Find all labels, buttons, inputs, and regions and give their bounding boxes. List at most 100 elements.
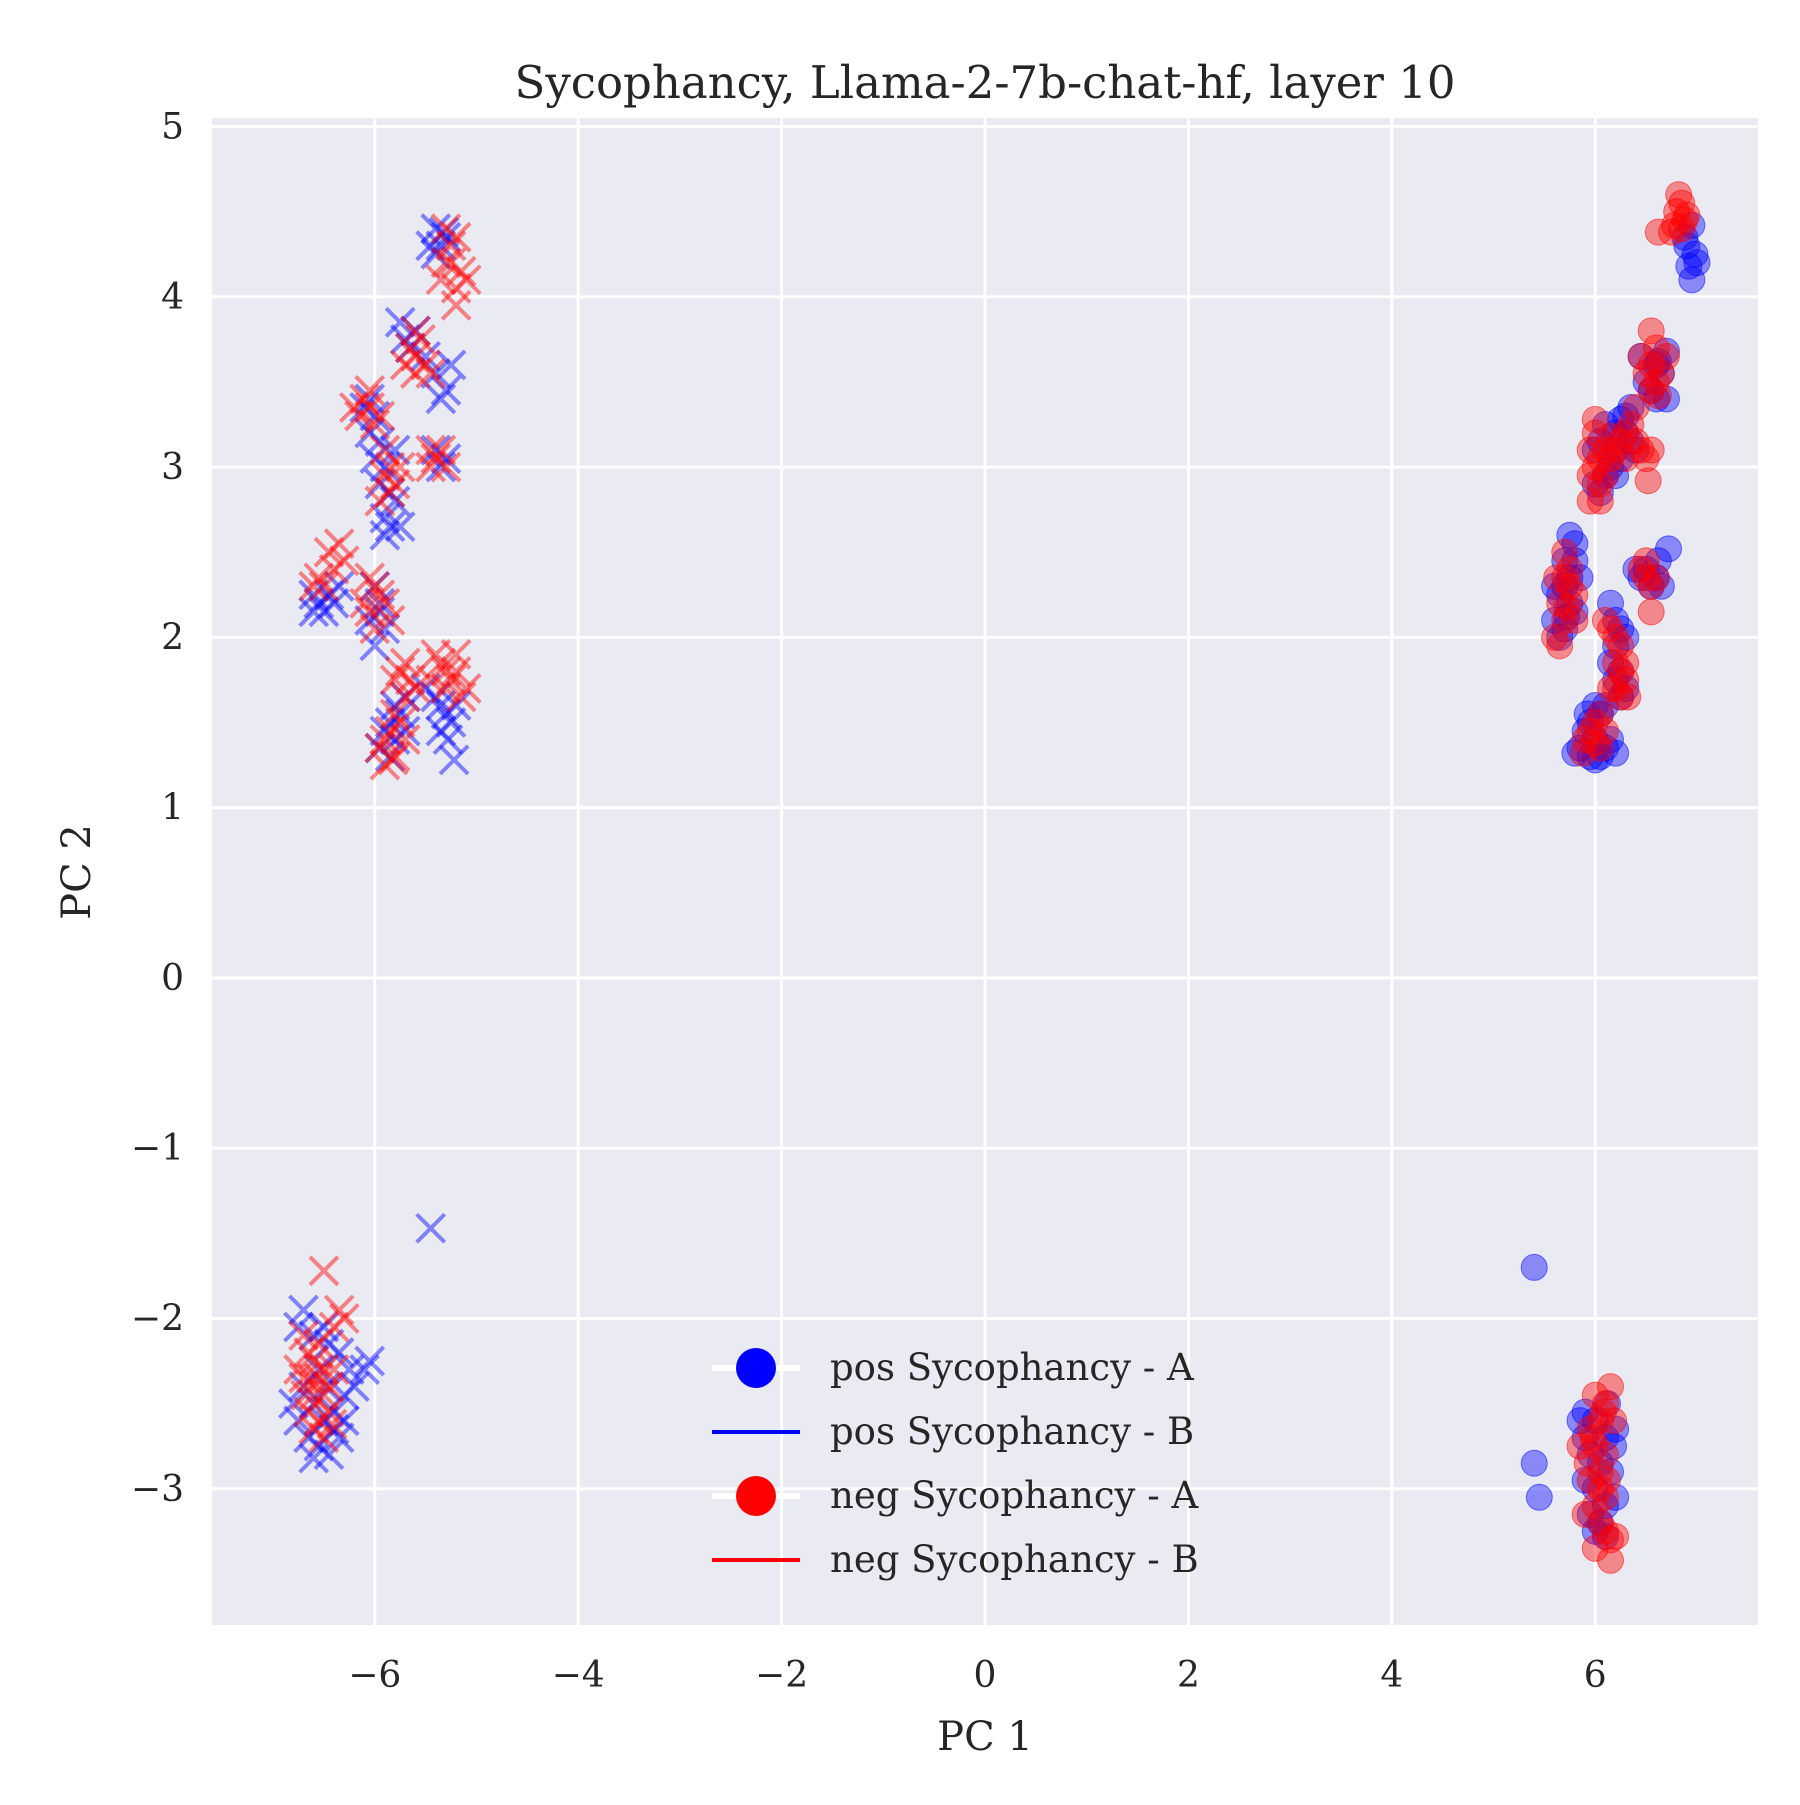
data-point-neg-b bbox=[379, 664, 411, 696]
data-point-neg-b bbox=[445, 255, 477, 287]
data-point-neg-a bbox=[1556, 572, 1584, 600]
data-point-neg-b bbox=[369, 587, 401, 619]
data-point-pos-b bbox=[374, 707, 406, 738]
data-point-pos-a bbox=[1654, 535, 1682, 563]
data-point-neg-b bbox=[313, 1371, 345, 1403]
data-point-neg-b bbox=[323, 1294, 355, 1326]
data-point-pos-b bbox=[359, 443, 391, 474]
data-point-neg-b bbox=[364, 579, 396, 611]
data-point-neg-b bbox=[420, 443, 452, 474]
data-point-neg-a bbox=[1647, 359, 1675, 387]
data-point-neg-b bbox=[316, 1408, 348, 1440]
data-point-neg-a bbox=[1627, 436, 1655, 464]
y-tick-label: −3 bbox=[131, 1469, 184, 1510]
data-point-pos-b bbox=[415, 230, 447, 262]
data-point-pos-b bbox=[349, 392, 380, 423]
data-point-neg-a bbox=[1637, 376, 1665, 404]
data-point-pos-b bbox=[359, 400, 391, 432]
data-point-pos-b bbox=[440, 690, 472, 721]
data-point-pos-b bbox=[354, 417, 386, 449]
data-point-neg-b bbox=[298, 1379, 330, 1411]
data-point-pos-b bbox=[328, 1405, 360, 1437]
data-point-neg-a bbox=[1551, 564, 1579, 592]
data-point-neg-a bbox=[1632, 445, 1660, 473]
data-point-neg-b bbox=[377, 744, 409, 776]
data-point-neg-b bbox=[288, 1320, 319, 1351]
data-point-neg-a bbox=[1586, 487, 1614, 515]
legend-item: neg Sycophancy - A bbox=[712, 1474, 1199, 1517]
data-point-neg-a bbox=[1622, 393, 1650, 421]
data-point-neg-a bbox=[1541, 623, 1569, 651]
data-point-neg-b bbox=[400, 315, 431, 347]
data-point-pos-b bbox=[389, 323, 421, 355]
x-tick-label: −4 bbox=[552, 1655, 605, 1696]
data-point-pos-b bbox=[313, 579, 345, 611]
data-point-pos-b bbox=[425, 230, 457, 262]
legend-label: neg Sycophancy - A bbox=[830, 1474, 1199, 1517]
y-tick-label: 4 bbox=[161, 277, 184, 318]
data-point-neg-a bbox=[1597, 1373, 1625, 1401]
data-point-pos-a bbox=[1602, 419, 1630, 447]
data-point-pos-b bbox=[374, 511, 406, 543]
data-point-pos-b bbox=[313, 1328, 345, 1360]
data-point-neg-a bbox=[1600, 1407, 1628, 1435]
data-point-pos-a bbox=[1678, 266, 1706, 294]
data-point-pos-b bbox=[308, 1405, 340, 1437]
data-point-pos-a bbox=[1556, 589, 1584, 617]
legend-label: neg Sycophancy - B bbox=[830, 1538, 1199, 1581]
data-point-pos-b bbox=[333, 1354, 365, 1385]
data-point-neg-b bbox=[293, 1396, 325, 1428]
data-point-neg-a bbox=[1566, 1432, 1594, 1460]
data-point-pos-a bbox=[1632, 368, 1660, 396]
x-tick-label: 2 bbox=[1177, 1655, 1200, 1696]
data-point-neg-b bbox=[384, 707, 416, 738]
data-point-pos-b bbox=[298, 579, 330, 611]
data-point-neg-a bbox=[1571, 1500, 1599, 1528]
data-point-neg-a bbox=[1597, 1526, 1625, 1554]
data-point-pos-b bbox=[430, 443, 462, 474]
data-point-pos-b bbox=[425, 383, 457, 415]
data-point-pos-a bbox=[1556, 521, 1584, 549]
data-point-pos-b bbox=[354, 383, 386, 415]
data-point-pos-a bbox=[1683, 249, 1711, 277]
data-point-neg-b bbox=[425, 264, 457, 296]
data-point-neg-b bbox=[420, 638, 452, 670]
data-point-neg-b bbox=[303, 1362, 335, 1394]
data-point-pos-b bbox=[359, 630, 391, 662]
data-point-pos-b bbox=[288, 1371, 319, 1403]
data-point-pos-b bbox=[283, 1405, 314, 1437]
data-point-neg-b bbox=[440, 221, 472, 253]
data-point-pos-b bbox=[369, 613, 401, 645]
data-point-neg-b bbox=[308, 1354, 340, 1385]
legend-label: pos Sycophancy - B bbox=[830, 1410, 1194, 1453]
data-point-pos-b bbox=[415, 1212, 447, 1244]
data-point-neg-b bbox=[389, 647, 421, 679]
data-point-neg-a bbox=[1663, 198, 1691, 226]
data-point-pos-a bbox=[1520, 1253, 1548, 1281]
data-point-pos-b bbox=[374, 477, 406, 509]
data-point-neg-b bbox=[318, 553, 350, 585]
y-tick-label: −2 bbox=[131, 1298, 184, 1339]
data-point-neg-b bbox=[328, 545, 360, 577]
data-point-neg-a bbox=[1637, 436, 1665, 464]
x-tick-label: −6 bbox=[348, 1655, 401, 1696]
data-point-pos-a bbox=[1607, 615, 1635, 643]
data-point-neg-b bbox=[430, 656, 462, 687]
data-point-pos-b bbox=[369, 451, 401, 483]
data-point-pos-b bbox=[369, 502, 401, 534]
data-point-pos-b bbox=[323, 1422, 355, 1454]
data-point-neg-b bbox=[425, 434, 457, 466]
legend-item: pos Sycophancy - B bbox=[712, 1410, 1194, 1453]
data-point-neg-a bbox=[1551, 606, 1579, 634]
data-point-neg-a bbox=[1602, 436, 1630, 464]
data-point-neg-b bbox=[450, 264, 482, 296]
data-point-neg-a bbox=[1571, 726, 1599, 754]
data-point-neg-b bbox=[303, 562, 335, 594]
data-point-neg-b bbox=[415, 451, 447, 483]
data-point-pos-b bbox=[313, 1439, 345, 1471]
data-point-pos-b bbox=[310, 1371, 342, 1403]
data-point-pos-b bbox=[308, 1311, 340, 1343]
x-tick-label: 0 bbox=[974, 1655, 997, 1696]
data-point-pos-b bbox=[338, 1371, 370, 1403]
y-tick-label: 5 bbox=[161, 107, 184, 148]
